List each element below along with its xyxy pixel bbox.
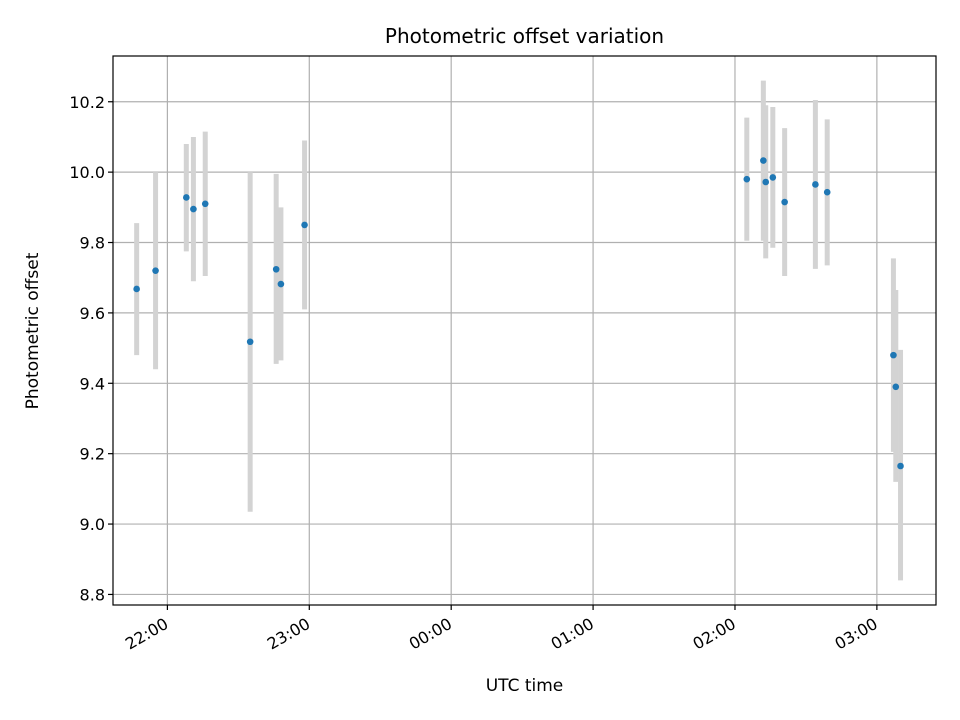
y-tick-label: 10.0 [69,163,105,182]
y-tick-label: 9.0 [80,515,105,534]
data-point [201,200,209,208]
data-point [743,175,751,183]
data-point [246,338,254,346]
y-axis-label: Photometric offset [23,252,43,409]
y-tick-label: 9.2 [80,445,105,464]
data-point [897,462,904,470]
data-point [781,198,788,206]
data-point [190,205,197,213]
data-point [769,174,777,181]
data-point [152,267,159,274]
data-point [890,351,897,359]
data-point [133,285,140,293]
y-tick-label: 10.2 [69,93,105,112]
chart-title: Photometric offset variation [385,24,664,48]
data-point [277,280,285,288]
data-point [812,181,819,188]
y-tick-label: 9.6 [80,304,105,323]
point-layer [133,157,904,470]
data-point [760,157,767,164]
y-tick-label: 8.8 [80,585,105,604]
data-point [762,178,770,186]
data-point [301,221,308,229]
data-point [823,188,831,196]
y-tick-label: 9.8 [80,234,105,253]
plot-frame [112,55,937,606]
y-tick-label: 9.4 [80,374,105,393]
data-point [892,383,900,391]
data-point [272,265,280,273]
x-axis-label: UTC time [486,676,564,696]
data-point [183,194,190,201]
y-axis: 8.8 9.0 9.2 9.4 9.6 9.8 10.0 10.2 [69,93,113,604]
